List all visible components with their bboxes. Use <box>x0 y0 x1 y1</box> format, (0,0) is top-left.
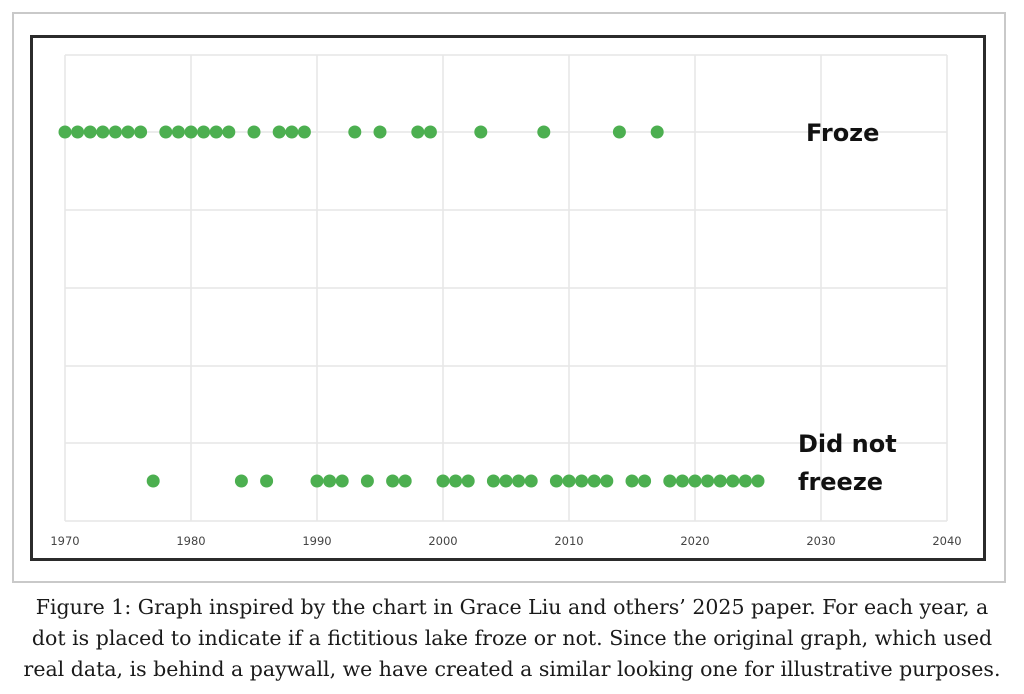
did-not-freeze-point <box>260 474 274 488</box>
froze-point <box>71 125 85 139</box>
x-tick-label: 2000 <box>428 534 457 548</box>
did-not-freeze-point <box>625 474 639 488</box>
category-label-froze: Froze <box>806 119 879 147</box>
did-not-freeze-point <box>486 474 500 488</box>
did-not-freeze-point <box>701 474 715 488</box>
did-not-freeze-point <box>310 474 324 488</box>
did-not-freeze-point <box>688 474 702 488</box>
x-tick-label: 1970 <box>50 534 79 548</box>
froze-point <box>134 125 148 139</box>
category-label-did_not_freeze: freeze <box>798 468 883 496</box>
did-not-freeze-point <box>549 474 563 488</box>
froze-point <box>96 125 110 139</box>
did-not-freeze-point <box>524 474 538 488</box>
did-not-freeze-point <box>638 474 652 488</box>
data-points <box>58 125 765 488</box>
caption-line: real data, is behind a paywall, we have … <box>23 657 1001 681</box>
froze-point <box>159 125 173 139</box>
caption-line: dot is placed to indicate if a fictitiou… <box>31 626 993 650</box>
grid-lines <box>64 54 948 522</box>
did-not-freeze-point <box>751 474 765 488</box>
did-not-freeze-point <box>575 474 589 488</box>
froze-point <box>184 125 198 139</box>
froze-point <box>612 125 626 139</box>
froze-point <box>297 125 311 139</box>
froze-point <box>348 125 362 139</box>
did-not-freeze-point <box>436 474 450 488</box>
froze-point <box>247 125 261 139</box>
x-axis-ticks: 1970 1980 1990 2000 2010 2020 2030 2040 <box>50 534 961 548</box>
did-not-freeze-point <box>461 474 475 488</box>
did-not-freeze-point <box>562 474 576 488</box>
did-not-freeze-point <box>663 474 677 488</box>
did-not-freeze-point <box>449 474 463 488</box>
did-not-freeze-point <box>386 474 400 488</box>
froze-point <box>537 125 551 139</box>
did-not-freeze-point <box>675 474 689 488</box>
froze-point <box>474 125 488 139</box>
froze-point <box>373 125 387 139</box>
did-not-freeze-point <box>499 474 513 488</box>
did-not-freeze-point <box>335 474 349 488</box>
did-not-freeze-point <box>600 474 614 488</box>
x-tick-label: 2020 <box>680 534 709 548</box>
figure-caption: Figure 1: Graph inspired by the chart in… <box>0 592 1024 685</box>
froze-point <box>171 125 185 139</box>
froze-point <box>272 125 286 139</box>
did-not-freeze-point <box>726 474 740 488</box>
chart-box <box>30 35 986 561</box>
did-not-freeze-point <box>713 474 727 488</box>
did-not-freeze-point <box>587 474 601 488</box>
froze-point <box>58 125 72 139</box>
froze-point <box>209 125 223 139</box>
froze-point <box>423 125 437 139</box>
dot-plot: 1970 1980 1990 2000 2010 2020 2030 2040 Froze Di… <box>50 54 962 548</box>
froze-point <box>83 125 97 139</box>
did-not-freeze-point <box>398 474 412 488</box>
froze-point <box>285 125 299 139</box>
froze-point <box>222 125 236 139</box>
did-not-freeze-point <box>234 474 248 488</box>
froze-point <box>650 125 664 139</box>
froze-point <box>121 125 135 139</box>
category-labels: Froze Did not freeze <box>798 119 897 496</box>
did-not-freeze-point <box>360 474 374 488</box>
did-not-freeze-point <box>323 474 337 488</box>
did-not-freeze-point <box>738 474 752 488</box>
x-tick-label: 1990 <box>302 534 331 548</box>
froze-point <box>197 125 211 139</box>
froze-point <box>108 125 122 139</box>
x-tick-label: 2030 <box>806 534 835 548</box>
froze-point <box>411 125 425 139</box>
caption-line: Figure 1: Graph inspired by the chart in… <box>35 595 989 619</box>
did-not-freeze-point <box>512 474 526 488</box>
x-tick-label: 2010 <box>554 534 583 548</box>
did-not-freeze-point <box>146 474 160 488</box>
x-tick-label: 1980 <box>176 534 205 548</box>
category-label-did_not_freeze: Did not <box>798 430 897 458</box>
x-tick-label: 2040 <box>932 534 961 548</box>
